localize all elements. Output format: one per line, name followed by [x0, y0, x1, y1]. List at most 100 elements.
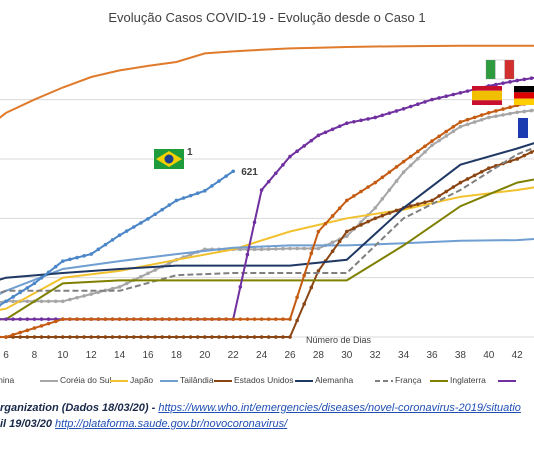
data-point: [11, 299, 15, 304]
data-point: [451, 124, 456, 129]
data-point: [458, 91, 463, 95]
data-point: [231, 317, 235, 321]
data-point: [110, 317, 115, 321]
data-point: [139, 317, 143, 321]
data-point: [373, 216, 378, 221]
data-point: [188, 335, 193, 339]
series-line: [0, 146, 534, 294]
data-point: [167, 317, 172, 321]
data-point: [25, 328, 30, 333]
series-tail-ndia: [0, 237, 534, 295]
legend-label: Coréia do Sul: [60, 375, 112, 385]
data-point: [61, 259, 65, 263]
data-point: [529, 150, 534, 154]
data-point: [302, 246, 307, 251]
x-tick-label: 26: [284, 350, 296, 361]
data-point: [423, 200, 427, 205]
data-point: [345, 198, 349, 203]
data-point: [295, 149, 299, 154]
data-point: [75, 255, 79, 260]
data-point: [0, 317, 1, 321]
data-point: [487, 115, 491, 120]
data-point: [46, 270, 51, 275]
legend-label: Japão: [130, 375, 154, 385]
data-point: [89, 335, 93, 339]
data-point: [266, 247, 271, 251]
data-point: [423, 144, 427, 149]
source-line-ministerio: il 19/03/20 http://plataforma.saude.gov.…: [0, 418, 534, 430]
data-point: [110, 286, 115, 291]
data-point: [0, 300, 1, 304]
flag-stripe: [495, 59, 505, 80]
data-point: [252, 220, 257, 225]
data-point: [522, 153, 527, 158]
data-point: [423, 100, 427, 104]
data-point: [515, 157, 519, 161]
data-point: [39, 324, 44, 328]
data-point: [160, 207, 164, 212]
data-point: [387, 170, 392, 174]
france-flag-icon: [518, 118, 528, 138]
data-point: [387, 188, 392, 192]
data-point: [117, 233, 122, 237]
data-point: [61, 299, 65, 304]
data-point: [39, 276, 44, 280]
data-point: [224, 335, 228, 339]
data-point: [217, 335, 221, 339]
data-point: [281, 335, 285, 339]
series-line: [0, 237, 534, 295]
x-tick-labels: 6810121416182022242628303234363840424446…: [3, 350, 523, 361]
data-point: [139, 221, 143, 225]
data-point: [32, 281, 37, 286]
data-point: [259, 335, 264, 339]
series-layer: [0, 44, 534, 339]
series-china: [0, 44, 534, 119]
data-point: [153, 317, 157, 321]
chart-title: Evolução Casos COVID-19 - Evolução desde…: [108, 10, 426, 25]
data-point: [316, 229, 321, 234]
data-point: [203, 317, 207, 321]
data-point: [458, 180, 463, 185]
data-point: [316, 246, 321, 251]
data-point: [444, 189, 449, 194]
data-point: [53, 299, 58, 304]
data-point: [316, 133, 321, 138]
data-point: [181, 317, 186, 321]
flag-stripe: [514, 92, 534, 99]
data-point: [39, 317, 44, 321]
data-point: [188, 317, 193, 321]
data-point: [68, 257, 72, 262]
data-point: [416, 202, 420, 206]
legend: China Coréia do Sul Japão Tailândia Estados …: [0, 372, 534, 388]
x-tick-label: 16: [142, 350, 154, 361]
data-point: [302, 273, 307, 278]
x-tick-label: 14: [114, 350, 126, 361]
legend-item: Coréia do Sul: [40, 375, 112, 385]
data-point: [394, 165, 399, 169]
data-point: [373, 206, 378, 210]
data-point: [252, 335, 257, 339]
data-point: [25, 317, 30, 321]
data-point: [352, 226, 356, 230]
data-point: [501, 81, 505, 86]
data-point: [515, 78, 519, 83]
legend-item: [498, 375, 518, 385]
x-tick-label: 28: [313, 350, 325, 361]
source-ms-link[interactable]: http://plataforma.saude.gov.br/novocoron…: [55, 418, 288, 430]
data-point: [231, 335, 235, 339]
x-tick-label: 12: [86, 350, 98, 361]
legend-label: França: [395, 375, 422, 385]
series-fran-a: [0, 146, 534, 294]
data-point: [309, 138, 314, 143]
data-point: [46, 299, 51, 304]
source-who-prefix: rganization (Dados 18/03/20) -: [0, 402, 159, 414]
data-point: [266, 335, 271, 339]
data-point: [295, 295, 299, 300]
x-tick-label: 30: [341, 350, 353, 361]
source-who-link[interactable]: https://www.who.int/emergencies/diseases…: [158, 402, 521, 414]
data-point: [430, 139, 434, 143]
data-point: [508, 159, 512, 164]
data-point: [345, 234, 349, 238]
data-point: [96, 290, 101, 295]
data-point: [345, 229, 349, 234]
